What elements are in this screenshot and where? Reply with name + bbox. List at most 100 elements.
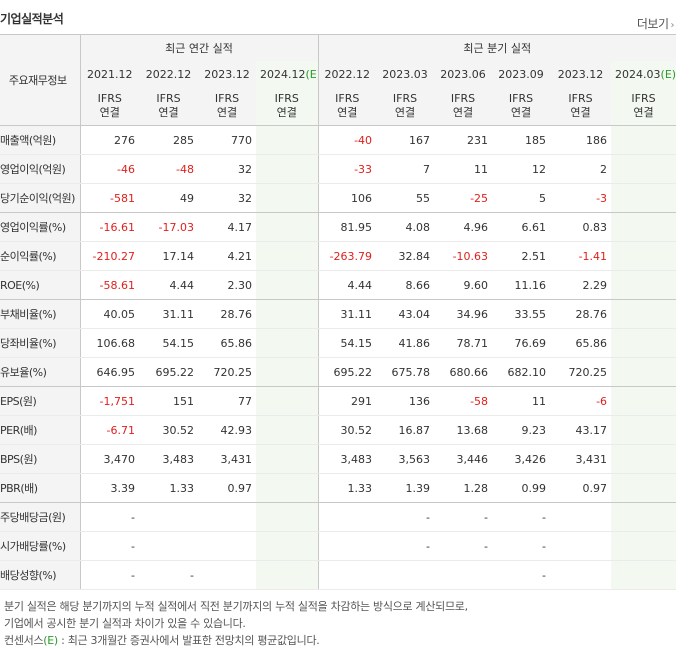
table-cell: 186	[550, 125, 612, 155]
table-cell: 40.05	[80, 299, 139, 329]
table-cell	[611, 125, 677, 155]
table-cell: 11.16	[492, 270, 551, 300]
annual-year-header: 2024.12(E)	[256, 60, 319, 88]
table-cell: 55	[376, 183, 435, 213]
row-label[interactable]: 주당배당금(원)	[0, 502, 81, 532]
table-cell: 0.83	[550, 212, 612, 242]
table-cell: 4.17	[198, 212, 256, 242]
estimate-mark: (E)	[660, 67, 677, 81]
table-cell: 41.86	[376, 328, 435, 358]
row-label[interactable]: EPS(원)	[0, 386, 81, 416]
table-cell: -48	[139, 154, 198, 184]
table-cell: 0.97	[550, 473, 612, 503]
quarter-period-header: 2022.12	[324, 67, 371, 81]
table-cell: -	[80, 560, 139, 590]
table-cell: -58	[434, 386, 493, 416]
table-cell: 185	[492, 125, 551, 155]
table-cell: 81.95	[318, 212, 377, 242]
table-cell	[139, 502, 198, 532]
more-label: 더보기	[636, 17, 669, 31]
more-link[interactable]: 더보기 ›	[636, 15, 675, 32]
table-cell: 4.08	[376, 212, 435, 242]
table-cell: 77	[198, 386, 256, 416]
note-estimate-mark: (E)	[43, 634, 58, 647]
table-cell: 6.61	[492, 212, 551, 242]
row-label[interactable]: 부채비율(%)	[0, 299, 81, 329]
row-label[interactable]: ROE(%)	[0, 270, 81, 300]
table-cell: -	[376, 531, 435, 561]
table-cell: 30.52	[318, 415, 377, 445]
table-cell	[256, 502, 319, 532]
table-cell: 3,483	[318, 444, 377, 474]
annual-year-header: 2022.12	[145, 67, 192, 81]
table-cell: 2.29	[550, 270, 612, 300]
row-header-label: 주요재무정보	[0, 34, 81, 126]
table-cell: -40	[318, 125, 377, 155]
row-label[interactable]: 당좌비율(%)	[0, 328, 81, 358]
table-cell	[434, 560, 493, 590]
table-cell	[550, 531, 612, 561]
table-cell	[256, 444, 319, 474]
table-cell: 106	[318, 183, 377, 213]
table-row: 배당성향(%) - - -	[0, 560, 677, 590]
row-label[interactable]: 영업이익률(%)	[0, 212, 81, 242]
table-cell	[256, 415, 319, 445]
ifrs-basis-header: IFRS 연결	[97, 92, 122, 120]
table-cell: 7	[376, 154, 435, 184]
ifrs-basis-header: IFRS 연결	[450, 92, 476, 120]
note-line-3: 컨센서스(E) : 최근 3개월간 증권사에서 발표한 전망치의 평균값입니다.	[4, 632, 468, 649]
table-cell: -581	[80, 183, 139, 213]
table-cell: 78.71	[434, 328, 493, 358]
table-cell: 0.97	[198, 473, 256, 503]
row-label[interactable]: 영업이익(억원)	[0, 154, 81, 184]
note-consensus-desc: : 최근 3개월간 증권사에서 발표한 전망치의 평균값입니다.	[57, 634, 320, 647]
table-cell: 3.39	[80, 473, 139, 503]
table-cell: 31.11	[139, 299, 198, 329]
table-cell: -6.71	[80, 415, 139, 445]
table-cell: 34.96	[434, 299, 493, 329]
table-cell	[256, 270, 319, 300]
row-label[interactable]: BPS(원)	[0, 444, 81, 474]
quarter-period-header: 2023.12	[557, 67, 604, 81]
table-cell	[256, 212, 319, 242]
row-label[interactable]: 매출액(억원)	[0, 125, 81, 155]
table-cell: 42.93	[198, 415, 256, 445]
table-row: BPS(원) 3,470 3,483 3,431 3,483 3,563 3,446 3,42…	[0, 444, 677, 474]
table-cell	[256, 125, 319, 155]
row-label[interactable]: 시가배당률(%)	[0, 531, 81, 561]
table-cell	[198, 531, 256, 561]
ifrs-basis-header: IFRS 연결	[392, 92, 418, 120]
table-cell: 28.76	[550, 299, 612, 329]
table-cell: -10.63	[434, 241, 493, 271]
row-label[interactable]: PBR(배)	[0, 473, 81, 503]
table-cell: 49	[139, 183, 198, 213]
table-cell: 3,431	[550, 444, 612, 474]
table-cell: 720.25	[198, 357, 256, 387]
row-label[interactable]: 배당성향(%)	[0, 560, 81, 590]
table-cell: 1.33	[318, 473, 377, 503]
table-cell	[611, 560, 677, 590]
table-cell: 1.39	[376, 473, 435, 503]
row-label[interactable]: 유보율(%)	[0, 357, 81, 387]
table-cell: 720.25	[550, 357, 612, 387]
table-row: 시가배당률(%) - - - -	[0, 531, 677, 561]
table-cell: 5	[492, 183, 551, 213]
table-cell: 682.10	[492, 357, 551, 387]
table-cell: -33	[318, 154, 377, 184]
table-cell	[256, 299, 319, 329]
row-label[interactable]: 당기순이익(억원)	[0, 183, 81, 213]
table-cell: 285	[139, 125, 198, 155]
table-cell: 33.55	[492, 299, 551, 329]
table-cell: 8.66	[376, 270, 435, 300]
table-cell: 65.86	[550, 328, 612, 358]
section-title: 기업실적분석	[0, 12, 64, 26]
table-cell: 2	[550, 154, 612, 184]
row-label[interactable]: 순이익률(%)	[0, 241, 81, 271]
note-line-2: 기업에서 공시한 분기 실적과 차이가 있을 수 있습니다.	[4, 617, 246, 630]
table-cell: 3,483	[139, 444, 198, 474]
row-label[interactable]: PER(배)	[0, 415, 81, 445]
table-row: PER(배) -6.71 30.52 42.93 30.52 16.87 13.68 9.23…	[0, 415, 677, 445]
table-cell: 1.33	[139, 473, 198, 503]
annual-year-header: 2023.12	[204, 67, 250, 81]
table-cell: 276	[80, 125, 139, 155]
